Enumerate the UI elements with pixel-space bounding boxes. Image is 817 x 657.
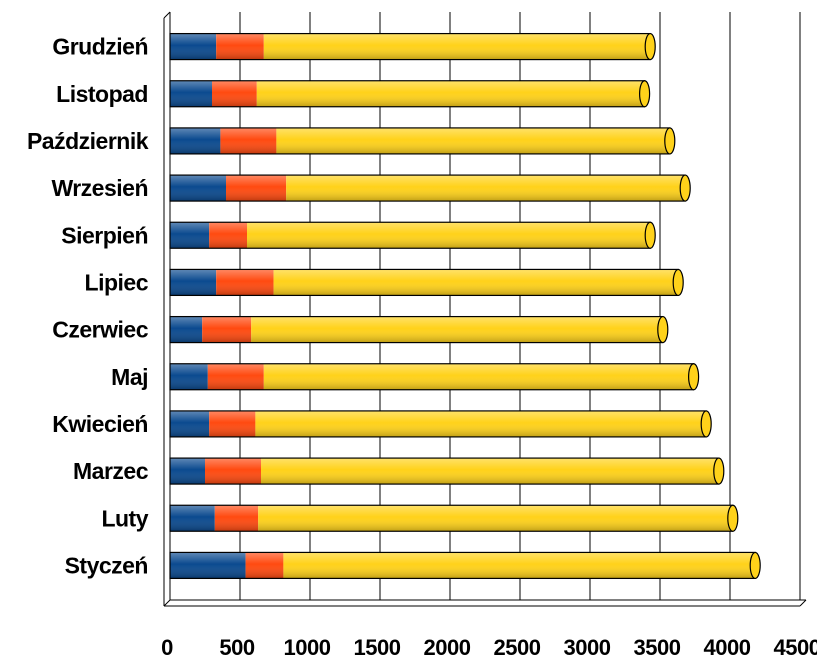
x-tick-label-4000: 4000 <box>704 635 751 657</box>
category-label-6: Lipiec <box>85 269 149 295</box>
bar-row-11 <box>169 32 656 61</box>
x-tick-label-2500: 2500 <box>494 635 541 657</box>
bar-shading-1 <box>170 505 733 532</box>
axis-floor-corner <box>799 599 807 607</box>
category-label-3: Kwiecień <box>52 411 148 437</box>
x-tick-label-2000: 2000 <box>424 635 471 657</box>
bar-row-5 <box>169 315 669 344</box>
x-tick-label-500: 500 <box>219 635 254 657</box>
category-label-5: Czerwiec <box>52 317 148 343</box>
bar-row-1 <box>169 504 739 532</box>
bar-shading-2 <box>170 458 719 485</box>
bar-shading-7 <box>170 222 651 249</box>
x-axis-tick-labels: 0 500 1000 1500 2000 2500 3000 3500 4000 4500 <box>161 635 817 657</box>
bar-end-cap-2 <box>713 457 725 485</box>
gridlines <box>163 11 807 607</box>
bar-row-4 <box>169 363 700 391</box>
category-label-4: Maj <box>111 364 148 390</box>
category-label-9: Październik <box>27 128 149 154</box>
bar-end-cap-4 <box>687 363 700 391</box>
x-tick-label-3000: 3000 <box>564 635 611 657</box>
bar-end-cap-7 <box>644 221 656 249</box>
bar-shading-5 <box>170 316 663 343</box>
x-tick-label-1000: 1000 <box>284 635 331 657</box>
bar-end-cap-5 <box>657 315 669 344</box>
bar-row-2 <box>169 457 725 485</box>
bar-end-cap-11 <box>644 32 656 61</box>
bar-row-0 <box>169 551 761 580</box>
bar-row-10 <box>169 80 651 108</box>
x-tick-label-1500: 1500 <box>354 635 401 657</box>
category-label-2: Marzec <box>73 458 149 484</box>
category-label-8: Wrzesień <box>51 175 148 201</box>
bar-shading-11 <box>170 33 651 60</box>
category-label-1: Luty <box>101 505 148 531</box>
bar-end-cap-1 <box>727 504 739 532</box>
bar-shading-8 <box>170 175 686 202</box>
bar-shading-9 <box>170 127 670 154</box>
axis-top-depth <box>163 11 171 19</box>
category-label-10: Listopad <box>56 81 148 107</box>
bar-end-cap-3 <box>700 410 712 438</box>
category-labels: Styczeń Luty Marzec Kwiecień Maj Czerwiec Lipi… <box>27 34 149 579</box>
bar-shading-4 <box>170 363 694 390</box>
category-label-11: Grudzień <box>52 34 148 60</box>
bar-end-cap-8 <box>679 174 691 202</box>
bars <box>169 32 761 580</box>
bar-end-cap-6 <box>672 268 684 297</box>
bar-row-8 <box>169 174 691 202</box>
x-tick-label-4500: 4500 <box>774 635 817 657</box>
bar-end-cap-0 <box>749 551 761 580</box>
axis-floor-depth <box>163 599 171 607</box>
bar-end-cap-9 <box>664 127 676 155</box>
x-tick-label-0: 0 <box>161 635 173 657</box>
bar-row-7 <box>169 221 656 249</box>
bar-row-9 <box>169 127 676 155</box>
bar-row-6 <box>169 268 684 297</box>
bar-shading-6 <box>170 269 679 296</box>
category-label-0: Styczeń <box>65 552 148 578</box>
bar-end-cap-10 <box>638 80 651 108</box>
bar-row-3 <box>169 410 712 438</box>
bar-shading-3 <box>170 410 707 437</box>
bar-shading-0 <box>170 552 756 579</box>
x-tick-label-3500: 3500 <box>634 635 681 657</box>
category-label-7: Sierpień <box>61 222 148 248</box>
bar-shading-10 <box>170 80 645 107</box>
